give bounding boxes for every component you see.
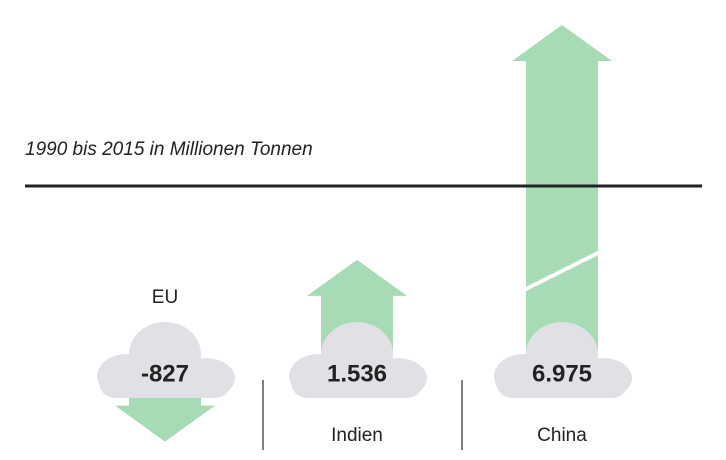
arrow	[512, 25, 612, 352]
category-label: Indien	[331, 425, 383, 446]
cloud-part	[291, 366, 423, 398]
value-label: -827	[141, 360, 189, 387]
arrow	[307, 259, 407, 352]
clouds: -827 EU 1.536 Indien 6.975 China	[97, 287, 632, 446]
category-label: EU	[152, 287, 178, 308]
chart-subtitle: 1990 bis 2015 in Millionen Tonnen	[25, 139, 313, 160]
value-label: 1.536	[327, 360, 387, 387]
arrows	[115, 25, 612, 442]
value-label: 6.975	[532, 360, 592, 387]
cloud	[97, 322, 235, 398]
cloud-part	[496, 366, 628, 398]
category-label: China	[537, 425, 587, 446]
cloud	[289, 322, 427, 398]
axis-break	[523, 250, 601, 292]
cloud	[494, 322, 632, 398]
cloud-part	[99, 366, 231, 398]
arrow	[115, 392, 215, 442]
